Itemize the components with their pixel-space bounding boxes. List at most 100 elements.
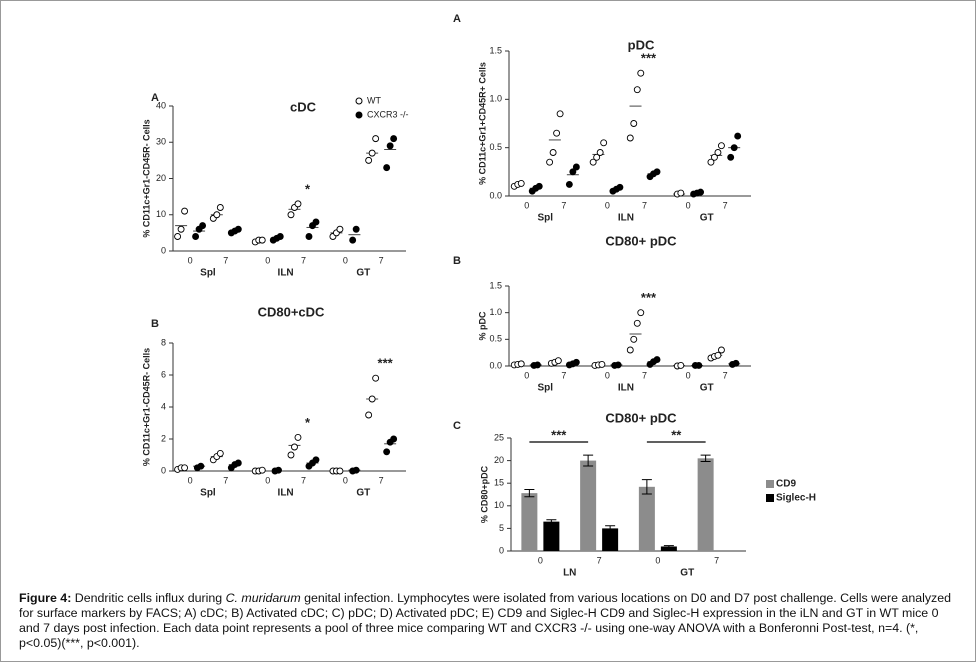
x-tick-label: 0 <box>524 370 529 380</box>
group-label: Spl <box>200 268 216 279</box>
data-point <box>336 225 344 233</box>
x-tick-label: 0 <box>188 475 193 485</box>
data-point <box>365 411 373 419</box>
data-point <box>386 142 394 150</box>
data-point <box>626 134 634 142</box>
data-point <box>630 120 638 127</box>
data-point <box>614 361 622 369</box>
bar <box>660 546 677 551</box>
data-point <box>556 110 564 118</box>
data-point <box>294 433 302 441</box>
group-label: GT <box>356 488 370 499</box>
panel-label: B <box>151 318 159 330</box>
x-tick-label: 7 <box>714 555 719 565</box>
caption: Figure 4: Dendritic cells influx during … <box>19 591 961 651</box>
data-point <box>549 149 557 156</box>
group-label: ILN <box>618 213 634 224</box>
data-point <box>349 236 357 244</box>
panel-label: B <box>453 255 461 267</box>
data-point <box>352 466 360 474</box>
data-point <box>653 168 661 176</box>
bar <box>580 460 597 551</box>
legend-label: Siglec-H <box>776 493 816 504</box>
y-tick-label: 6 <box>161 369 166 379</box>
caption-species: C. muridarum <box>225 591 301 605</box>
data-point <box>534 361 541 369</box>
data-point <box>616 183 624 191</box>
data-point <box>336 467 344 475</box>
data-point <box>714 149 722 156</box>
error-bar <box>524 489 535 498</box>
data-point <box>517 179 525 187</box>
y-tick-label: 4 <box>161 401 166 411</box>
x-tick-label: 7 <box>223 475 228 485</box>
x-tick-label: 0 <box>686 200 691 210</box>
y-tick-label: 15 <box>494 478 504 488</box>
annotation: * <box>305 415 311 430</box>
panel-label: A <box>151 92 159 104</box>
legend-marker <box>355 111 363 119</box>
x-tick-label: 0 <box>343 475 348 485</box>
data-point <box>600 139 608 147</box>
data-point <box>312 456 320 464</box>
data-point <box>275 466 282 474</box>
data-point <box>572 163 580 171</box>
group-label: GT <box>700 383 714 394</box>
data-point <box>569 168 577 176</box>
data-point <box>192 233 200 240</box>
data-point <box>707 158 715 166</box>
panel-label: A <box>453 13 461 25</box>
y-tick-label: 8 <box>161 337 166 347</box>
y-tick-label: 20 <box>156 173 166 183</box>
x-tick-label: 0 <box>538 555 543 565</box>
annotation: * <box>305 181 311 196</box>
data-point <box>181 464 189 472</box>
data-point <box>305 233 313 240</box>
data-point <box>697 188 705 196</box>
data-point <box>626 346 634 354</box>
data-point <box>312 218 320 226</box>
data-point <box>730 144 738 152</box>
error-bar <box>663 545 674 548</box>
data-point <box>572 358 580 366</box>
y-tick-label: 0 <box>499 545 504 555</box>
data-point <box>199 222 207 230</box>
y-tick-label: 0.5 <box>489 142 502 152</box>
data-point <box>383 448 391 456</box>
chart-title: cDC <box>290 99 317 114</box>
bar <box>521 493 538 551</box>
y-axis-label: % pDC <box>477 311 487 341</box>
y-axis-label: % CD11c+Gr1+CD45R+ Cells <box>477 62 487 185</box>
y-tick-label: 10 <box>494 500 504 510</box>
data-point <box>368 149 376 157</box>
data-point <box>390 435 398 443</box>
x-tick-label: 7 <box>642 370 647 380</box>
x-tick-label: 7 <box>561 200 566 210</box>
chart-title: CD80+ pDC <box>605 233 677 248</box>
bar <box>602 528 619 551</box>
data-point <box>365 156 373 164</box>
y-axis-label: % CD11c+Gr1-CD45R- Cells <box>141 348 151 466</box>
data-point <box>234 459 242 467</box>
legend-swatch <box>766 494 774 502</box>
y-tick-label: 0 <box>161 245 166 255</box>
data-point <box>554 357 562 365</box>
data-point <box>216 449 224 457</box>
data-point <box>372 374 380 382</box>
group-label: GT <box>700 213 714 224</box>
caption-label: Figure 4: <box>19 591 72 605</box>
caption-text: Dendritic cells influx during <box>71 591 226 605</box>
data-point <box>596 149 604 156</box>
data-point <box>637 309 645 317</box>
x-tick-label: 7 <box>597 555 602 565</box>
data-point <box>677 362 685 369</box>
x-tick-label: 7 <box>301 475 306 485</box>
x-tick-label: 7 <box>379 255 384 265</box>
legend-marker <box>355 97 363 105</box>
error-bar <box>583 454 594 467</box>
x-tick-label: 7 <box>301 255 306 265</box>
data-point <box>390 135 398 143</box>
x-tick-label: 7 <box>223 255 228 265</box>
data-point <box>732 359 740 367</box>
